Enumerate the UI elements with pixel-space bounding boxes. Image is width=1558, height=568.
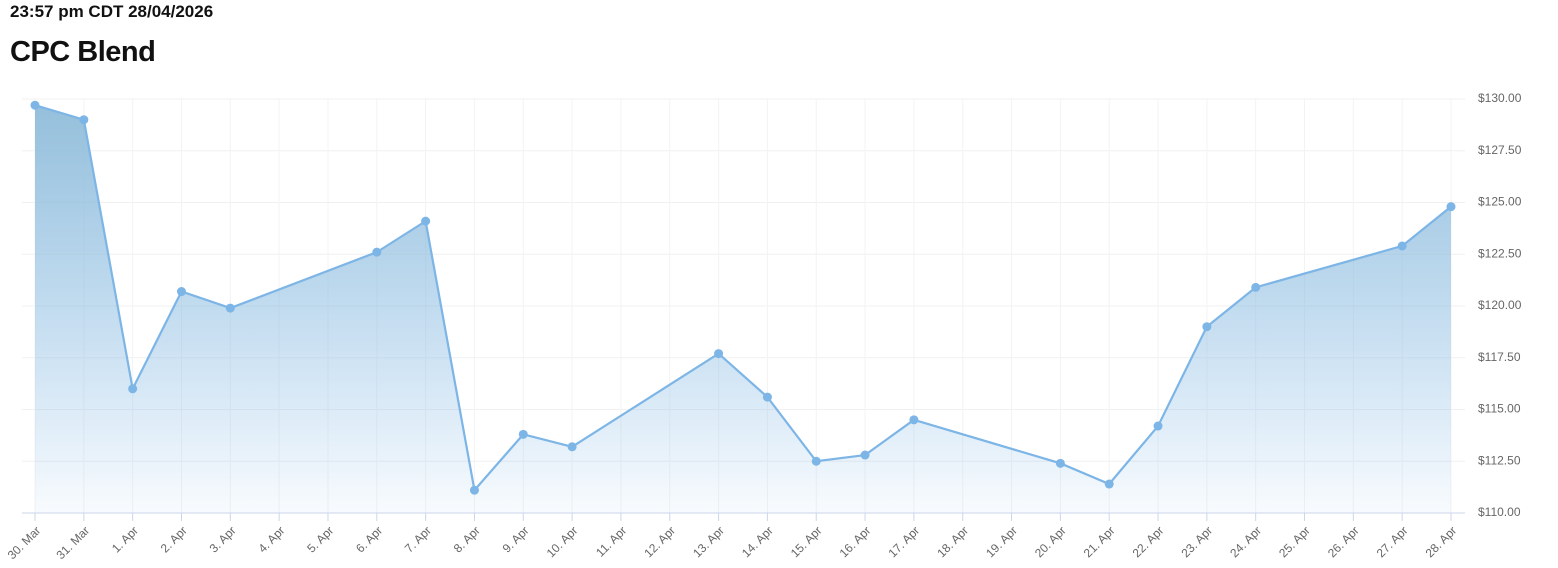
point xyxy=(811,456,821,466)
point xyxy=(1446,202,1456,212)
x-tick-label: 17. Apr xyxy=(885,523,922,560)
chart-title: CPC Blend xyxy=(10,36,156,68)
point xyxy=(1104,479,1114,489)
x-tick-label: 8. Apr xyxy=(451,523,483,555)
point xyxy=(421,216,431,226)
y-tick-label: $122.50 xyxy=(1478,246,1522,260)
y-tick-label: $110.00 xyxy=(1478,505,1521,519)
point xyxy=(372,247,382,257)
x-tick-label: 1. Apr xyxy=(109,523,141,555)
line xyxy=(34,104,1452,493)
point xyxy=(1153,421,1163,431)
point xyxy=(469,485,479,495)
point xyxy=(567,442,577,452)
x-tick-label: 21. Apr xyxy=(1081,523,1118,560)
x-tick-label: 9. Apr xyxy=(500,523,532,555)
y-tick-label: $120.00 xyxy=(1478,298,1522,312)
y-tick-label: $117.50 xyxy=(1478,350,1521,364)
area xyxy=(35,105,1451,514)
point xyxy=(30,100,40,110)
x-tick-label: 22. Apr xyxy=(1130,523,1167,560)
x-tick-label: 5. Apr xyxy=(304,523,336,555)
point xyxy=(714,349,724,359)
x-tick-label: 31. Mar xyxy=(54,523,93,562)
x-tick-label: 20. Apr xyxy=(1032,523,1069,560)
x-tick-label: 27. Apr xyxy=(1374,523,1411,560)
x-tick-label: 10. Apr xyxy=(544,523,581,560)
y-tick-label: $115.00 xyxy=(1478,402,1521,416)
x-tick-label: 12. Apr xyxy=(641,523,678,560)
x-tick-label: 30. Mar xyxy=(5,523,44,562)
point xyxy=(128,384,138,394)
x-tick-label: 18. Apr xyxy=(934,523,971,560)
point xyxy=(518,429,528,439)
x-tick-label: 25. Apr xyxy=(1276,523,1313,560)
timestamp: 23:57 pm CDT 28/04/2026 xyxy=(10,2,214,21)
x-tick-label: 13. Apr xyxy=(690,523,727,560)
y-tick-label: $125.00 xyxy=(1478,195,1522,209)
x-tick-label: 28. Apr xyxy=(1423,523,1460,560)
point xyxy=(1202,322,1212,332)
x-tick-label: 23. Apr xyxy=(1178,523,1215,560)
y-tick-label: $127.50 xyxy=(1478,143,1522,157)
point xyxy=(1397,241,1407,251)
x-tick-label: 7. Apr xyxy=(402,523,434,555)
x-tick-label: 19. Apr xyxy=(983,523,1020,560)
y-tick-label: $112.50 xyxy=(1478,453,1521,467)
point xyxy=(909,415,919,425)
x-tick-label: 11. Apr xyxy=(593,523,629,559)
x-tick-label: 2. Apr xyxy=(158,523,190,555)
y-tick-label: $130.00 xyxy=(1478,91,1522,105)
point xyxy=(860,450,870,460)
point xyxy=(762,392,772,402)
point xyxy=(176,287,186,297)
x-tick-label: 24. Apr xyxy=(1227,523,1264,560)
point xyxy=(1055,458,1065,468)
point xyxy=(79,115,89,125)
x-tick-label: 26. Apr xyxy=(1325,523,1362,560)
x-tick-label: 3. Apr xyxy=(207,523,239,555)
point xyxy=(225,303,235,313)
x-tick-label: 14. Apr xyxy=(739,523,776,560)
point xyxy=(1251,282,1261,292)
x-tick-label: 15. Apr xyxy=(788,523,825,560)
x-tick-label: 6. Apr xyxy=(353,523,385,555)
x-tick-label: 4. Apr xyxy=(255,523,287,555)
x-tick-label: 16. Apr xyxy=(837,523,874,560)
